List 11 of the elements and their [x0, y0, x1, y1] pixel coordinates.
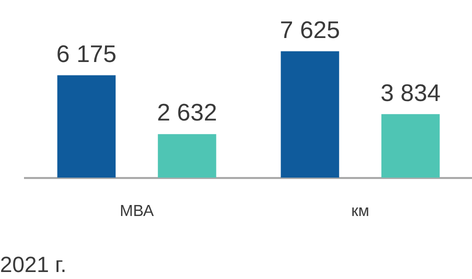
data-label: 2 632: [157, 100, 218, 127]
bar: [57, 75, 116, 178]
x-tick-label: км: [351, 202, 370, 220]
bar: [158, 134, 216, 178]
bar: [381, 114, 440, 178]
bar: [280, 51, 340, 178]
data-label: 7 625: [280, 16, 340, 44]
text: 2021 г.: [0, 252, 67, 278]
data-label: 6 175: [56, 40, 116, 68]
data-label: 3 834: [380, 80, 441, 107]
x-tick-label: МВА: [120, 202, 154, 220]
